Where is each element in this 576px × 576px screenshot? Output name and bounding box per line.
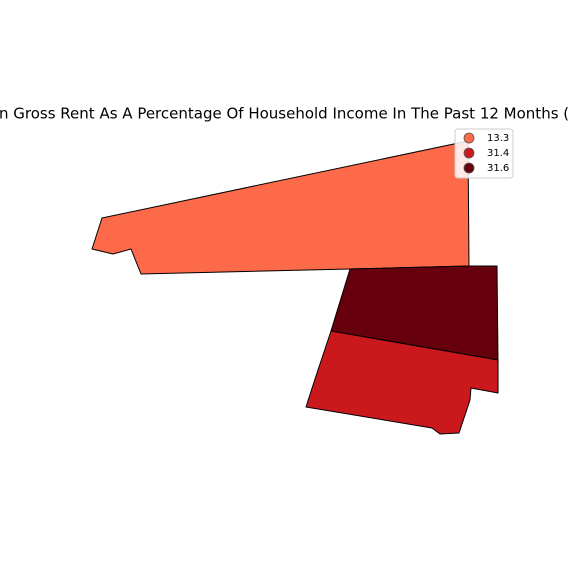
region [305, 330, 499, 435]
region [91, 140, 470, 275]
legend: 13.3 31.4 31.6 [454, 128, 514, 179]
legend-marker [463, 147, 475, 159]
legend-label: 31.4 [487, 148, 509, 159]
map-title: n Gross Rent As A Percentage Of Househol… [0, 105, 569, 123]
legend-marker [463, 132, 475, 144]
legend-marker [463, 162, 475, 174]
region [330, 265, 499, 361]
legend-label: 13.3 [487, 133, 509, 144]
legend-label: 31.6 [487, 163, 509, 174]
